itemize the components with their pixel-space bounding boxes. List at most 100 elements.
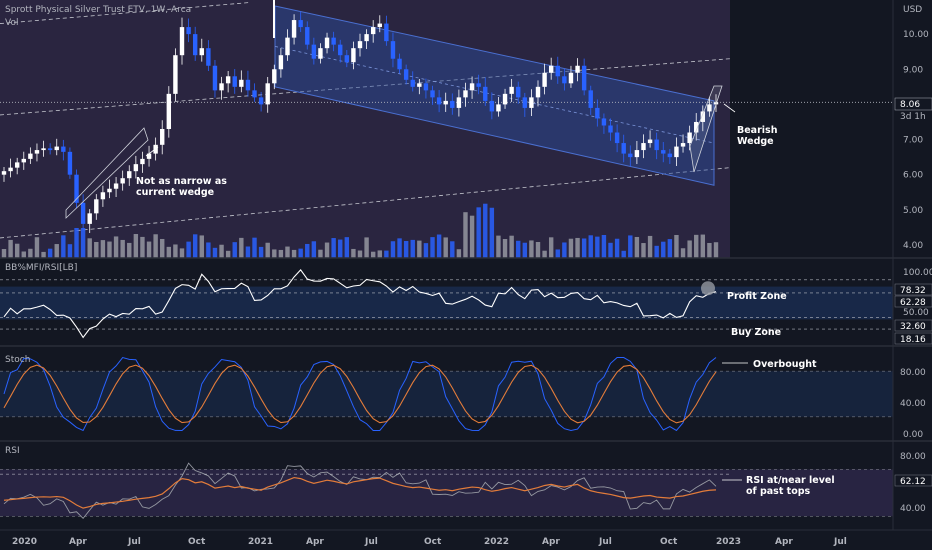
candle-body (272, 69, 277, 84)
candle-body (489, 100, 495, 112)
candle-body (628, 153, 633, 158)
volume-bar (522, 242, 528, 258)
tag-32: 32.60 (900, 322, 926, 332)
candle-body (212, 65, 218, 91)
volume-bar (535, 241, 541, 258)
volume-bar (548, 237, 554, 258)
volume-bar (641, 243, 646, 258)
candle-body (667, 153, 673, 158)
volume-bar (654, 245, 659, 258)
stoch-k (3, 357, 717, 432)
volume-bar (14, 243, 20, 258)
wedge-right-note-1: Bearish (737, 125, 778, 136)
past-wedge (65, 127, 149, 219)
arrow-right (723, 103, 736, 113)
candle-body (318, 48, 323, 59)
volume-bar (324, 242, 330, 258)
volume-bar (509, 235, 514, 258)
price-tag: 8.06 (900, 100, 920, 110)
volume-bar (529, 240, 534, 258)
volume-bar (305, 243, 310, 258)
wedge-left-note-1: Not as narrow as (136, 176, 227, 187)
volume-bar (601, 235, 607, 258)
descending-channel (274, 5, 715, 186)
x-tick-10: Jul (598, 537, 612, 547)
volume-bar (489, 207, 495, 258)
arrow-left (145, 146, 159, 157)
candle-body (680, 143, 686, 147)
volume-bar (595, 236, 600, 258)
candle-body (186, 27, 191, 35)
candle-body (192, 34, 198, 56)
volume-bar (713, 242, 719, 258)
tag-78: 78.32 (900, 286, 926, 296)
y-tick-9.00: 9.00 (903, 65, 923, 75)
candle-body (146, 153, 152, 159)
candle-body (94, 199, 99, 214)
profit-zone-note: Profit Zone (727, 291, 787, 302)
volume-bar (80, 228, 86, 258)
stoch-pane[interactable] (0, 357, 893, 432)
candle-body (661, 150, 666, 154)
candle-body (430, 90, 435, 98)
x-tick-9: Apr (542, 537, 560, 547)
x-tick-6: Jul (364, 537, 378, 547)
candle-body (443, 100, 448, 105)
bbmfi-pane[interactable] (0, 269, 893, 339)
candle-body (614, 132, 620, 144)
volume-bar (100, 240, 106, 258)
candle-body (575, 65, 580, 73)
volume-bar (450, 241, 455, 258)
candle-body (390, 41, 396, 59)
candle-body (423, 83, 429, 91)
volume-bar (21, 251, 26, 258)
middle-trendline (0, 58, 731, 116)
volume-bar (496, 235, 501, 258)
volume-bar (298, 248, 303, 258)
volume-bar (344, 237, 350, 258)
candle-body (100, 192, 106, 200)
volume-bar (146, 241, 152, 258)
volume-bar (463, 212, 468, 258)
candle-body (87, 213, 92, 224)
main-pane[interactable] (0, 0, 893, 239)
volume-bar (199, 235, 204, 258)
candle-body (581, 65, 587, 91)
candle-body (707, 104, 712, 112)
candle-body (1, 171, 7, 175)
candle-body (61, 146, 66, 152)
volume-bar (120, 239, 125, 258)
candle-body (28, 153, 33, 159)
y-tick-6.00: 6.00 (903, 171, 923, 181)
candle-body (548, 65, 554, 73)
volume-bar (192, 234, 198, 258)
rsi-pane[interactable] (0, 462, 893, 520)
candle-body (357, 41, 363, 49)
volume-bar (107, 241, 112, 258)
volume-bar (351, 248, 356, 258)
volume-bar (390, 241, 396, 258)
y-tick-7.00: 7.00 (903, 136, 923, 146)
volume-bar (694, 234, 699, 258)
candle-body (529, 97, 534, 108)
volume-bar (364, 237, 369, 258)
candle-body (450, 100, 455, 108)
candle-body (8, 167, 13, 172)
volume-bar (357, 250, 363, 258)
bbmfi-line (3, 269, 717, 339)
candle-body (621, 143, 626, 154)
volume-bars (1, 203, 719, 258)
x-tick-5: Apr (306, 537, 324, 547)
candle-body (568, 72, 574, 84)
candle-body (166, 93, 172, 129)
candle-body (173, 55, 178, 94)
volume-bar (173, 244, 178, 258)
volume-bar (225, 250, 231, 258)
candle-body (47, 148, 53, 151)
volume-bar (87, 238, 92, 258)
candle-body (245, 79, 251, 91)
rsi-line (3, 462, 717, 520)
candle-body (41, 148, 46, 151)
volume-bar (219, 244, 224, 258)
candle-body (370, 27, 376, 35)
